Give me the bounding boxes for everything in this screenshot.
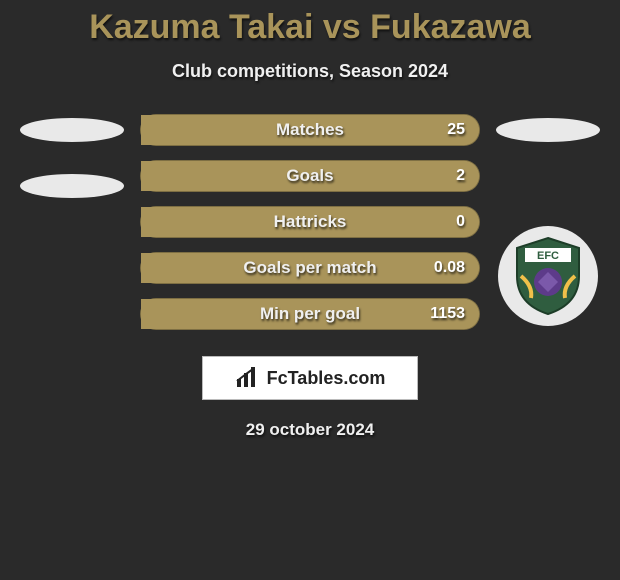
subtitle: Club competitions, Season 2024 (172, 61, 448, 82)
club-crest-icon: EFC (513, 236, 583, 316)
stat-bar: Hattricks 0 (140, 206, 480, 238)
stat-bar: Goals per match 0.08 (140, 252, 480, 284)
bar-value-right: 2 (456, 167, 465, 185)
bar-value-right: 25 (447, 121, 465, 139)
brand-box[interactable]: FcTables.com (202, 356, 418, 400)
right-club-badge: EFC (498, 226, 598, 326)
stat-bars: Matches 25 Goals 2 Hattricks 0 Goals per match… (140, 114, 480, 330)
stat-bar: Goals 2 (140, 160, 480, 192)
page-title: Kazuma Takai vs Fukazawa (89, 8, 531, 47)
bar-label: Min per goal (260, 304, 360, 324)
brand-text: FcTables.com (267, 368, 386, 389)
left-player-column (12, 114, 132, 330)
comparison-area: Matches 25 Goals 2 Hattricks 0 Goals per match… (0, 114, 620, 330)
date-text: 29 october 2024 (246, 420, 375, 440)
bar-label: Hattricks (274, 212, 347, 232)
bar-label: Matches (276, 120, 344, 140)
stat-bar: Matches 25 (140, 114, 480, 146)
bar-label: Goals (286, 166, 333, 186)
bar-value-right: 0.08 (434, 259, 465, 277)
right-player-column: EFC (488, 114, 608, 330)
bar-label: Goals per match (243, 258, 376, 278)
stat-bar: Min per goal 1153 (140, 298, 480, 330)
bar-value-right: 0 (456, 213, 465, 231)
left-player-photo-placeholder-1 (20, 118, 124, 142)
right-player-photo-placeholder (496, 118, 600, 142)
bar-value-right: 1153 (430, 305, 465, 323)
left-player-photo-placeholder-2 (20, 174, 124, 198)
bars-icon (235, 367, 261, 389)
badge-letters: EFC (537, 250, 559, 262)
